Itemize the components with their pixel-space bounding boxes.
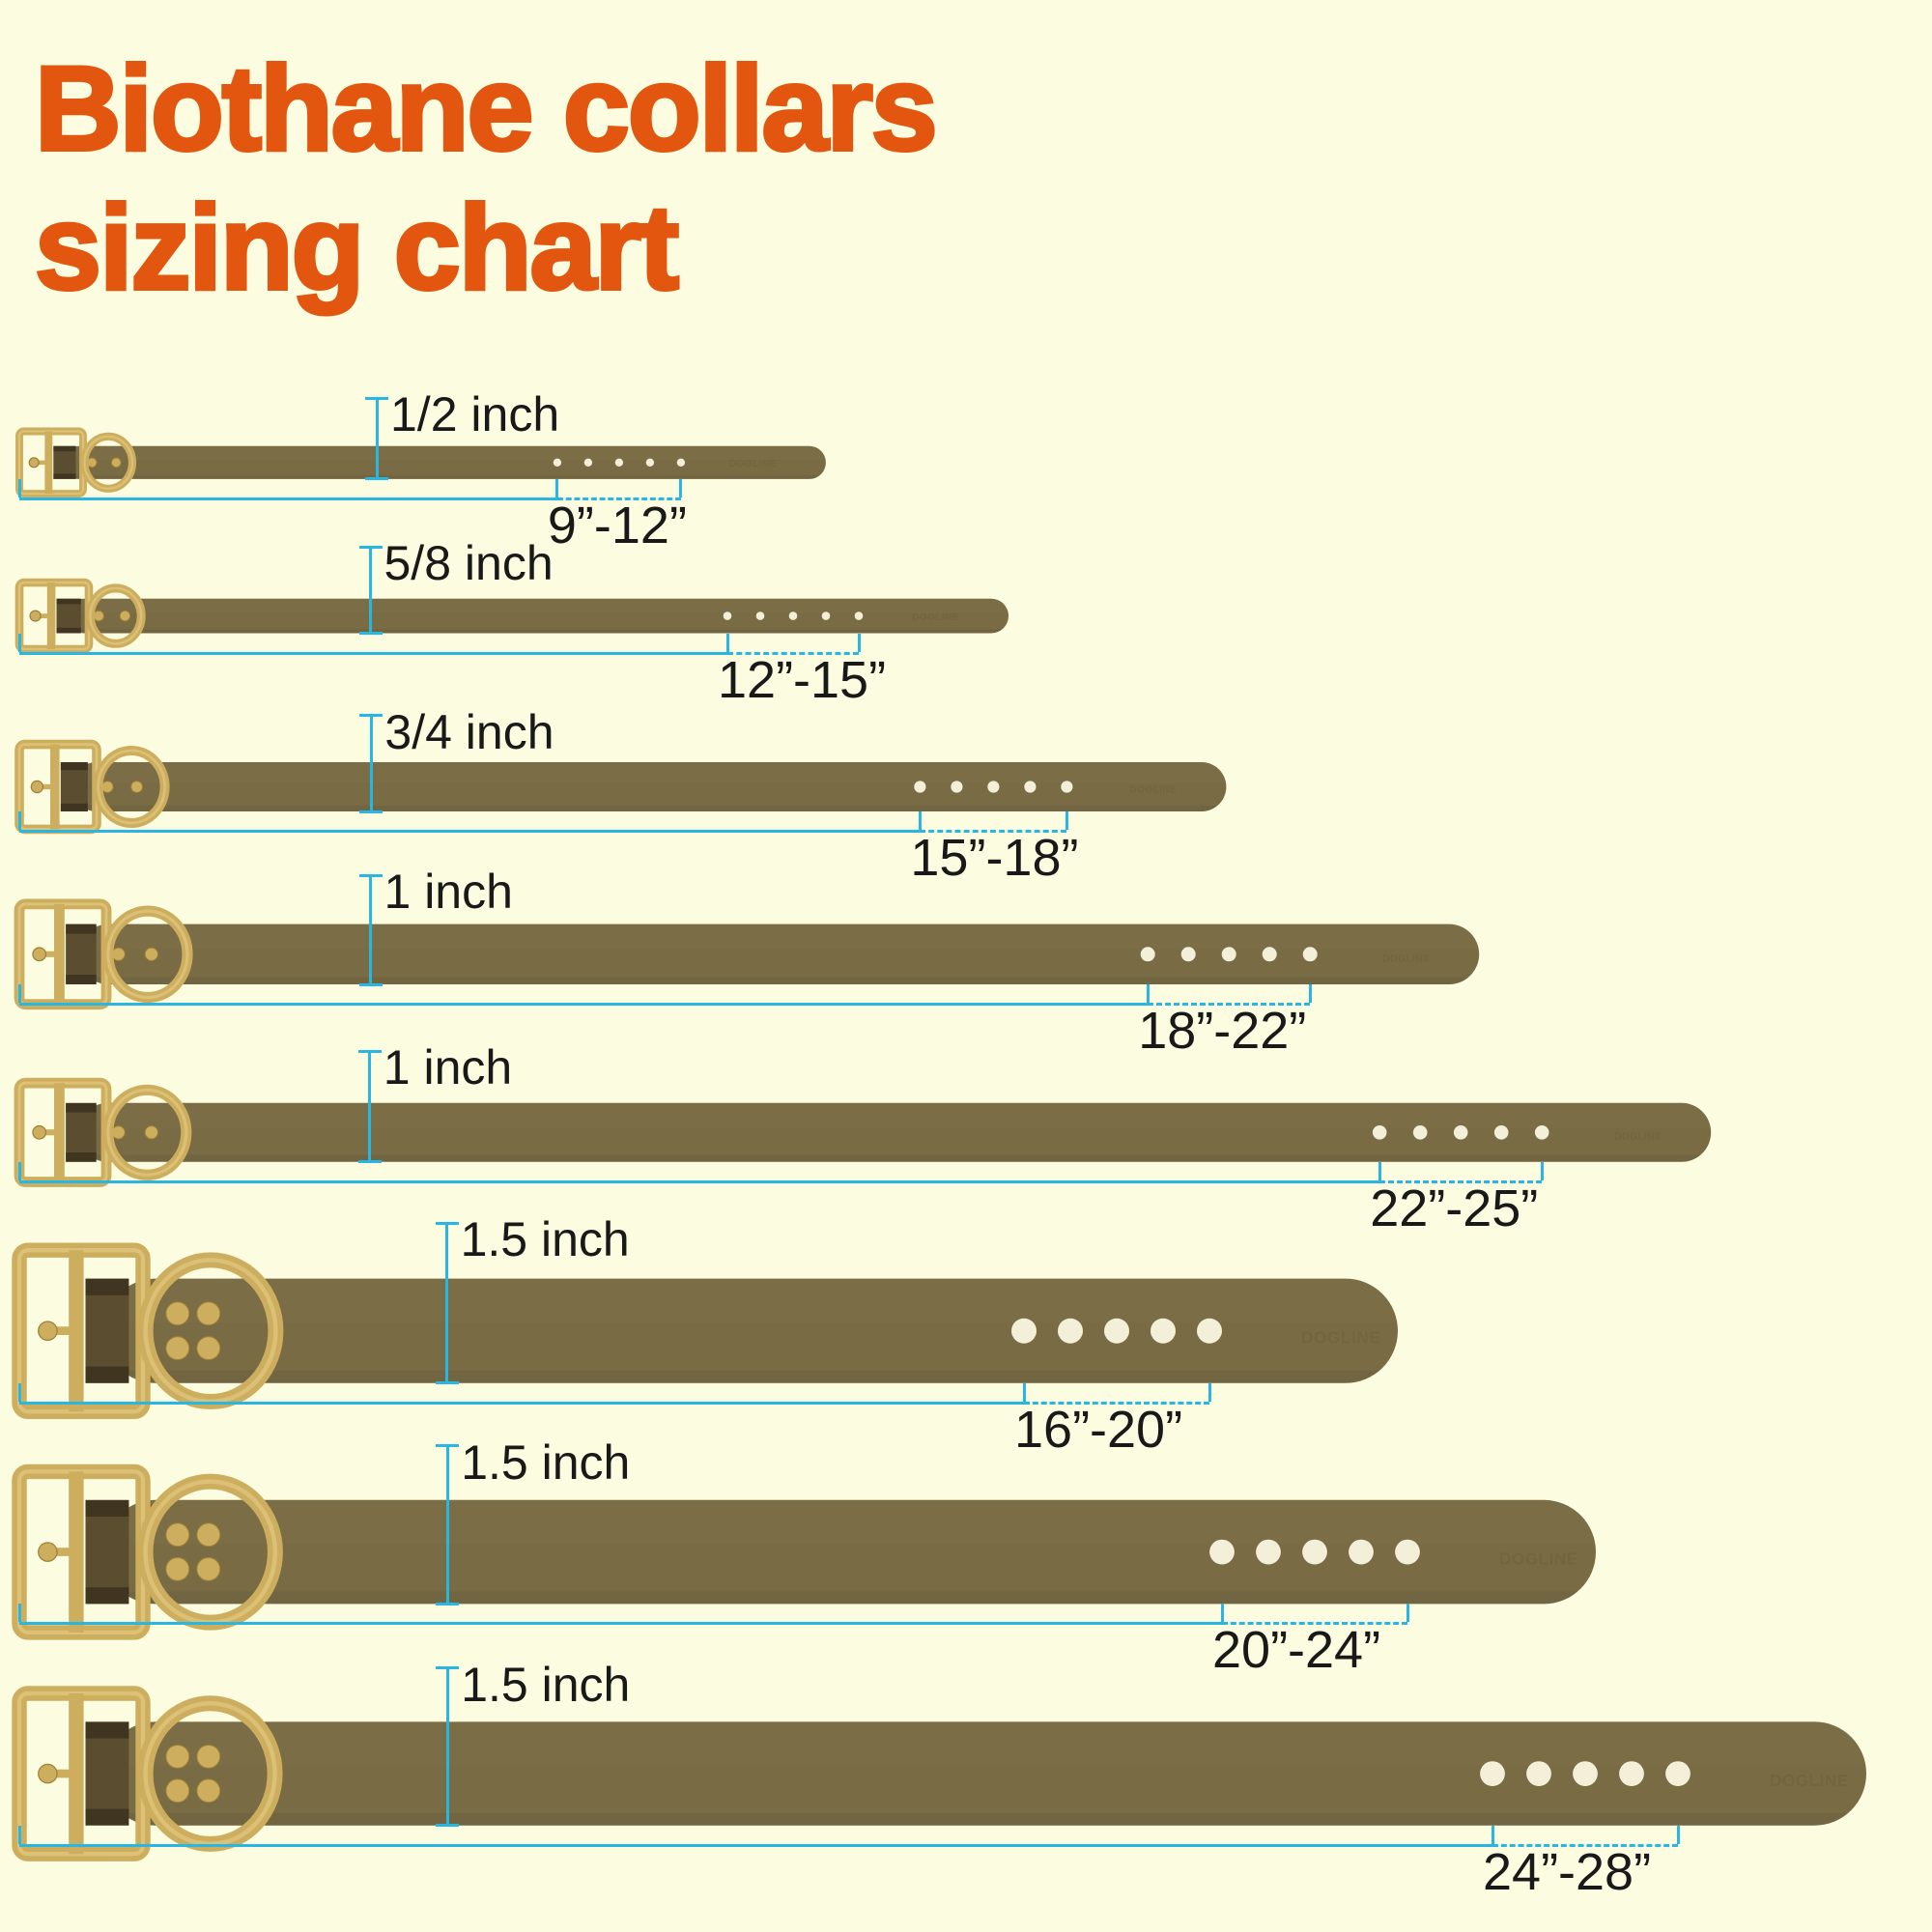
svg-text:DOGLINE: DOGLINE: [1770, 1771, 1849, 1790]
